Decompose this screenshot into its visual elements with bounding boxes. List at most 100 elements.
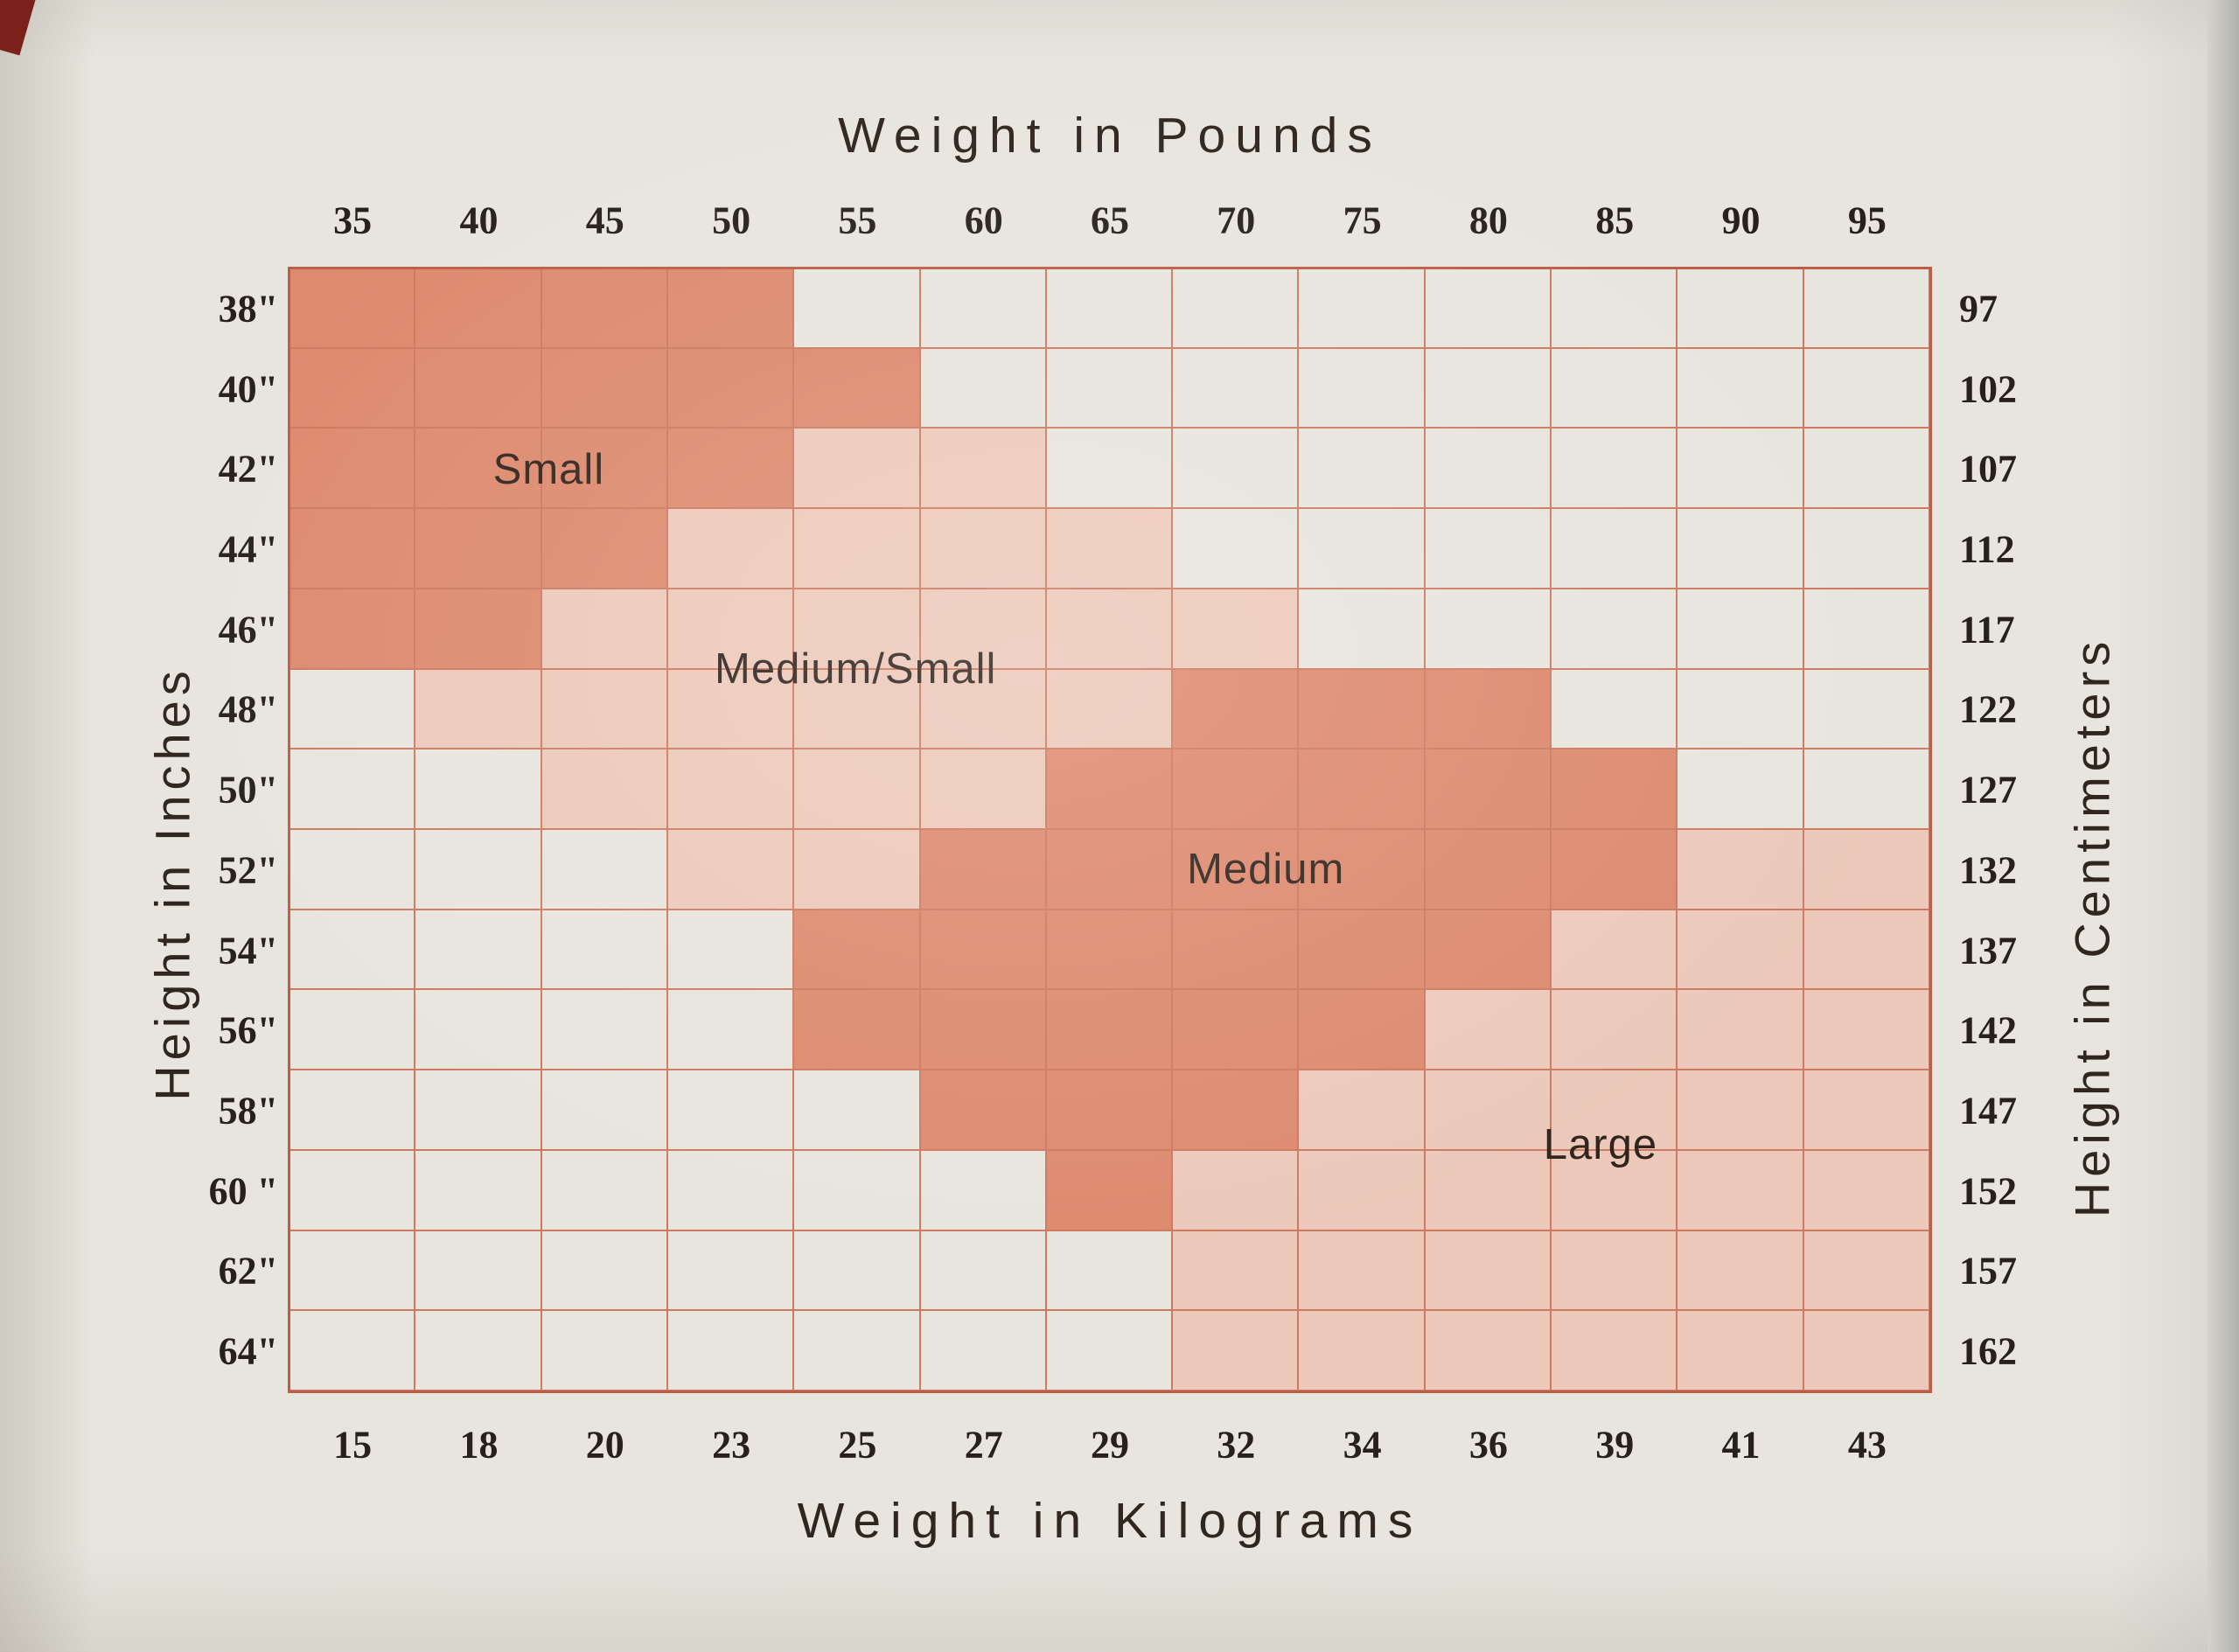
grid-cell-r6-c11 xyxy=(1678,749,1804,830)
region-label-medium-small: Medium/Small xyxy=(715,645,997,694)
grid-cell-r11-c1 xyxy=(415,1150,542,1231)
grid-cell-r2-c5 xyxy=(920,429,1047,510)
grid-cell-r10-c3 xyxy=(667,1070,795,1151)
region-label-medium: Medium xyxy=(1187,845,1345,893)
centimeters-tick-157: 157 xyxy=(1959,1249,2017,1293)
grid-cell-r2-c3 xyxy=(667,429,795,510)
grid-cell-r5-c12 xyxy=(1803,669,1930,750)
grid-cell-r7-c4 xyxy=(794,830,921,910)
grid-cell-r13-c8 xyxy=(1299,1311,1426,1391)
grid-cell-r11-c0 xyxy=(289,1150,416,1231)
left-axis-title: Height in Inches xyxy=(144,666,200,1101)
grid-cell-r7-c0 xyxy=(289,830,416,910)
kilograms-tick-18: 18 xyxy=(459,1423,499,1467)
grid-cell-r2-c1 xyxy=(415,429,542,510)
grid-cell-r6-c5 xyxy=(920,749,1047,830)
grid-cell-r4-c3 xyxy=(667,589,795,670)
grid-cell-r6-c4 xyxy=(794,749,921,830)
grid-cell-r11-c7 xyxy=(1173,1150,1300,1231)
grid-cell-r4-c7 xyxy=(1173,589,1300,670)
grid-cell-r5-c7 xyxy=(1173,669,1300,750)
grid-cell-r6-c2 xyxy=(541,749,668,830)
kilograms-tick-32: 32 xyxy=(1217,1423,1256,1467)
grid-cell-r3-c1 xyxy=(415,509,542,589)
grid-cell-r13-c9 xyxy=(1425,1311,1552,1391)
grid-cell-r6-c0 xyxy=(289,749,416,830)
inches-tick-54: 54" xyxy=(218,929,278,972)
grid-cell-r0-c0 xyxy=(289,268,416,349)
grid-cell-r8-c5 xyxy=(920,910,1047,991)
grid-cell-r11-c4 xyxy=(794,1150,921,1231)
kilograms-tick-20: 20 xyxy=(585,1423,624,1467)
inches-tick-52: 52" xyxy=(218,848,278,892)
grid-cell-r5-c8 xyxy=(1299,669,1426,750)
grid-cell-r6-c10 xyxy=(1552,749,1678,830)
grid-cell-r7-c12 xyxy=(1803,830,1930,910)
grid-cell-r13-c0 xyxy=(289,1311,416,1391)
inches-tick-56: 56" xyxy=(218,1008,278,1052)
grid-cell-r5-c2 xyxy=(541,669,668,750)
grid-cell-r3-c8 xyxy=(1299,509,1426,589)
grid-cell-r3-c0 xyxy=(289,509,416,589)
region-label-large: Large xyxy=(1543,1120,1658,1168)
grid-cell-r12-c7 xyxy=(1173,1230,1300,1312)
grid-cell-r7-c3 xyxy=(667,830,795,910)
grid-cell-r4-c2 xyxy=(541,589,668,670)
grid-cell-r6-c3 xyxy=(667,749,795,830)
top-axis-title: Weight in Pounds xyxy=(838,108,1382,164)
kilograms-tick-43: 43 xyxy=(1847,1423,1887,1467)
grid-cell-r4-c11 xyxy=(1678,589,1804,670)
inches-tick-46: 46" xyxy=(218,608,278,652)
grid-cell-r12-c11 xyxy=(1678,1230,1804,1312)
grid-cell-r0-c12 xyxy=(1803,268,1930,349)
pounds-tick-70: 70 xyxy=(1217,199,1256,242)
kilograms-tick-41: 41 xyxy=(1721,1423,1761,1467)
grid-cell-r4-c6 xyxy=(1046,589,1174,670)
centimeters-tick-147: 147 xyxy=(1959,1089,2017,1133)
grid-cell-r5-c10 xyxy=(1552,669,1678,750)
inches-tick-38: 38" xyxy=(218,287,278,331)
pounds-tick-40: 40 xyxy=(459,199,499,242)
grid-cell-r3-c4 xyxy=(794,509,921,589)
grid-cell-r1-c5 xyxy=(920,348,1047,429)
centimeters-tick-117: 117 xyxy=(1959,608,2015,652)
grid-cell-r8-c12 xyxy=(1803,910,1930,991)
grid-cell-r0-c7 xyxy=(1173,268,1300,349)
grid-cell-r1-c7 xyxy=(1173,348,1300,429)
grid-cell-r8-c4 xyxy=(794,910,921,991)
grid-cell-r3-c9 xyxy=(1425,509,1552,589)
grid-cell-r4-c4 xyxy=(794,589,921,670)
grid-cell-r9-c4 xyxy=(794,990,921,1071)
grid-cell-r4-c8 xyxy=(1299,589,1426,670)
pounds-tick-90: 90 xyxy=(1721,199,1761,242)
grid-cell-r13-c1 xyxy=(415,1311,542,1391)
grid-cell-r9-c9 xyxy=(1425,990,1552,1071)
centimeters-tick-127: 127 xyxy=(1959,768,2017,812)
grid-cell-r2-c8 xyxy=(1299,429,1426,510)
grid-cell-r9-c7 xyxy=(1173,990,1300,1071)
grid-cell-r6-c1 xyxy=(415,749,542,830)
grid-cell-r13-c10 xyxy=(1552,1311,1678,1391)
grid-cell-r10-c8 xyxy=(1299,1070,1426,1151)
grid-cell-r1-c2 xyxy=(541,348,668,429)
grid-cell-r9-c1 xyxy=(415,990,542,1071)
grid-cell-r12-c3 xyxy=(667,1230,795,1312)
grid-cell-r0-c6 xyxy=(1046,268,1174,349)
grid-cell-r0-c2 xyxy=(541,268,668,349)
grid-cell-r8-c9 xyxy=(1425,910,1552,991)
grid-cell-r1-c11 xyxy=(1678,348,1804,429)
grid-cell-r11-c9 xyxy=(1425,1150,1552,1231)
grid-cell-r0-c5 xyxy=(920,268,1047,349)
grid-cell-r11-c10 xyxy=(1552,1150,1678,1231)
grid-cell-r2-c6 xyxy=(1046,429,1174,510)
grid-cell-r9-c0 xyxy=(289,990,416,1071)
centimeters-tick-97: 97 xyxy=(1959,287,1998,331)
grid-cell-r8-c6 xyxy=(1046,910,1174,991)
grid-cell-r11-c5 xyxy=(920,1150,1047,1231)
grid-cell-r13-c11 xyxy=(1678,1311,1804,1391)
grid-cell-r8-c8 xyxy=(1299,910,1426,991)
grid-cell-r7-c10 xyxy=(1552,830,1678,910)
grid-cell-r9-c2 xyxy=(541,990,668,1071)
grid-cell-r1-c10 xyxy=(1552,348,1678,429)
